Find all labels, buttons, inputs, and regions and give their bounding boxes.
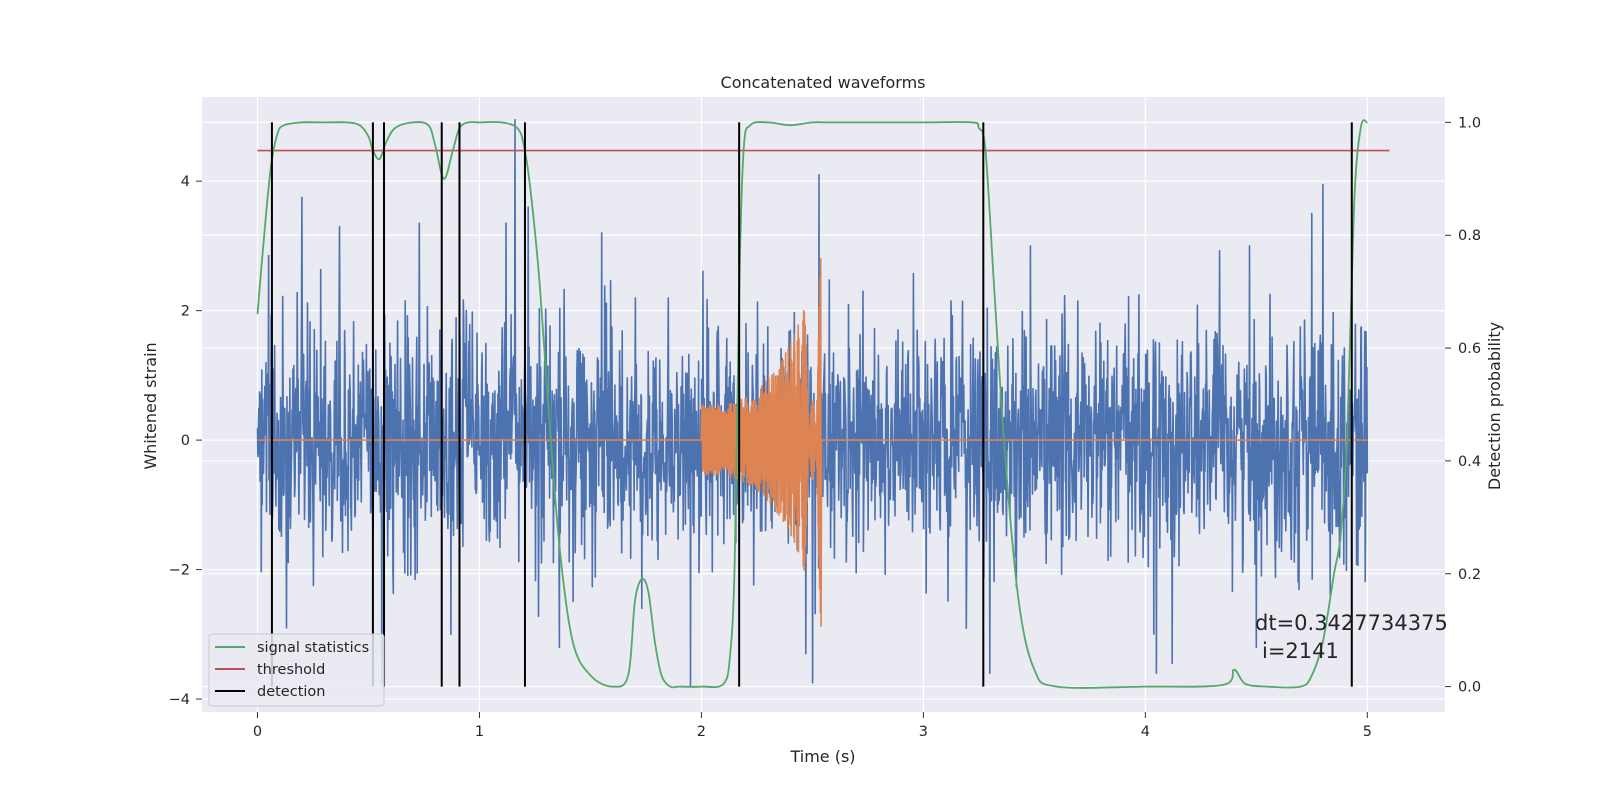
x-tick-label: 5 — [1363, 724, 1372, 740]
y-tick-label-left: −4 — [169, 692, 190, 708]
y-tick-label-right: 0.2 — [1458, 567, 1481, 583]
ticks: 0 1 2 3 4 5 −4 −2 0 2 4 0.0 0.2 0.4 0.6 0.8 1.0 — [169, 115, 1481, 740]
x-tick-label: 1 — [475, 724, 484, 740]
y-tick-label-left: 4 — [181, 174, 190, 190]
legend-label-threshold: threshold — [257, 662, 325, 678]
annotation-i: i=2141 — [1262, 639, 1339, 663]
legend: signal statistics threshold detection — [208, 633, 385, 707]
y-tick-label-right: 0.8 — [1458, 228, 1481, 244]
y-axis-label-right: Detection probability — [1485, 322, 1504, 490]
legend-label-signal-statistics: signal statistics — [257, 640, 369, 656]
chart-title: Concatenated waveforms — [721, 73, 926, 92]
y-tick-label-right: 0.0 — [1458, 680, 1481, 696]
y-tick-label-right: 0.6 — [1458, 341, 1481, 357]
y-tick-label-left: 0 — [181, 433, 190, 449]
y-tick-label-right: 0.4 — [1458, 454, 1481, 470]
legend-label-detection: detection — [257, 684, 325, 700]
plot-content — [256, 118, 1390, 689]
legend-box — [208, 633, 385, 707]
x-tick-label: 0 — [253, 724, 262, 740]
signal-statistics-line — [256, 119, 1369, 689]
x-tick-label: 3 — [919, 724, 928, 740]
annotation-dt: dt=0.3427734375 — [1255, 611, 1448, 635]
x-tick-label: 4 — [1141, 724, 1150, 740]
y-tick-label-right: 1.0 — [1458, 115, 1481, 131]
x-axis-label: Time (s) — [789, 747, 855, 766]
y-tick-label-left: −2 — [169, 563, 190, 579]
y-axis-label-left: Whitened strain — [141, 342, 160, 469]
x-tick-label: 2 — [697, 724, 706, 740]
y-tick-label-left: 2 — [181, 304, 190, 320]
